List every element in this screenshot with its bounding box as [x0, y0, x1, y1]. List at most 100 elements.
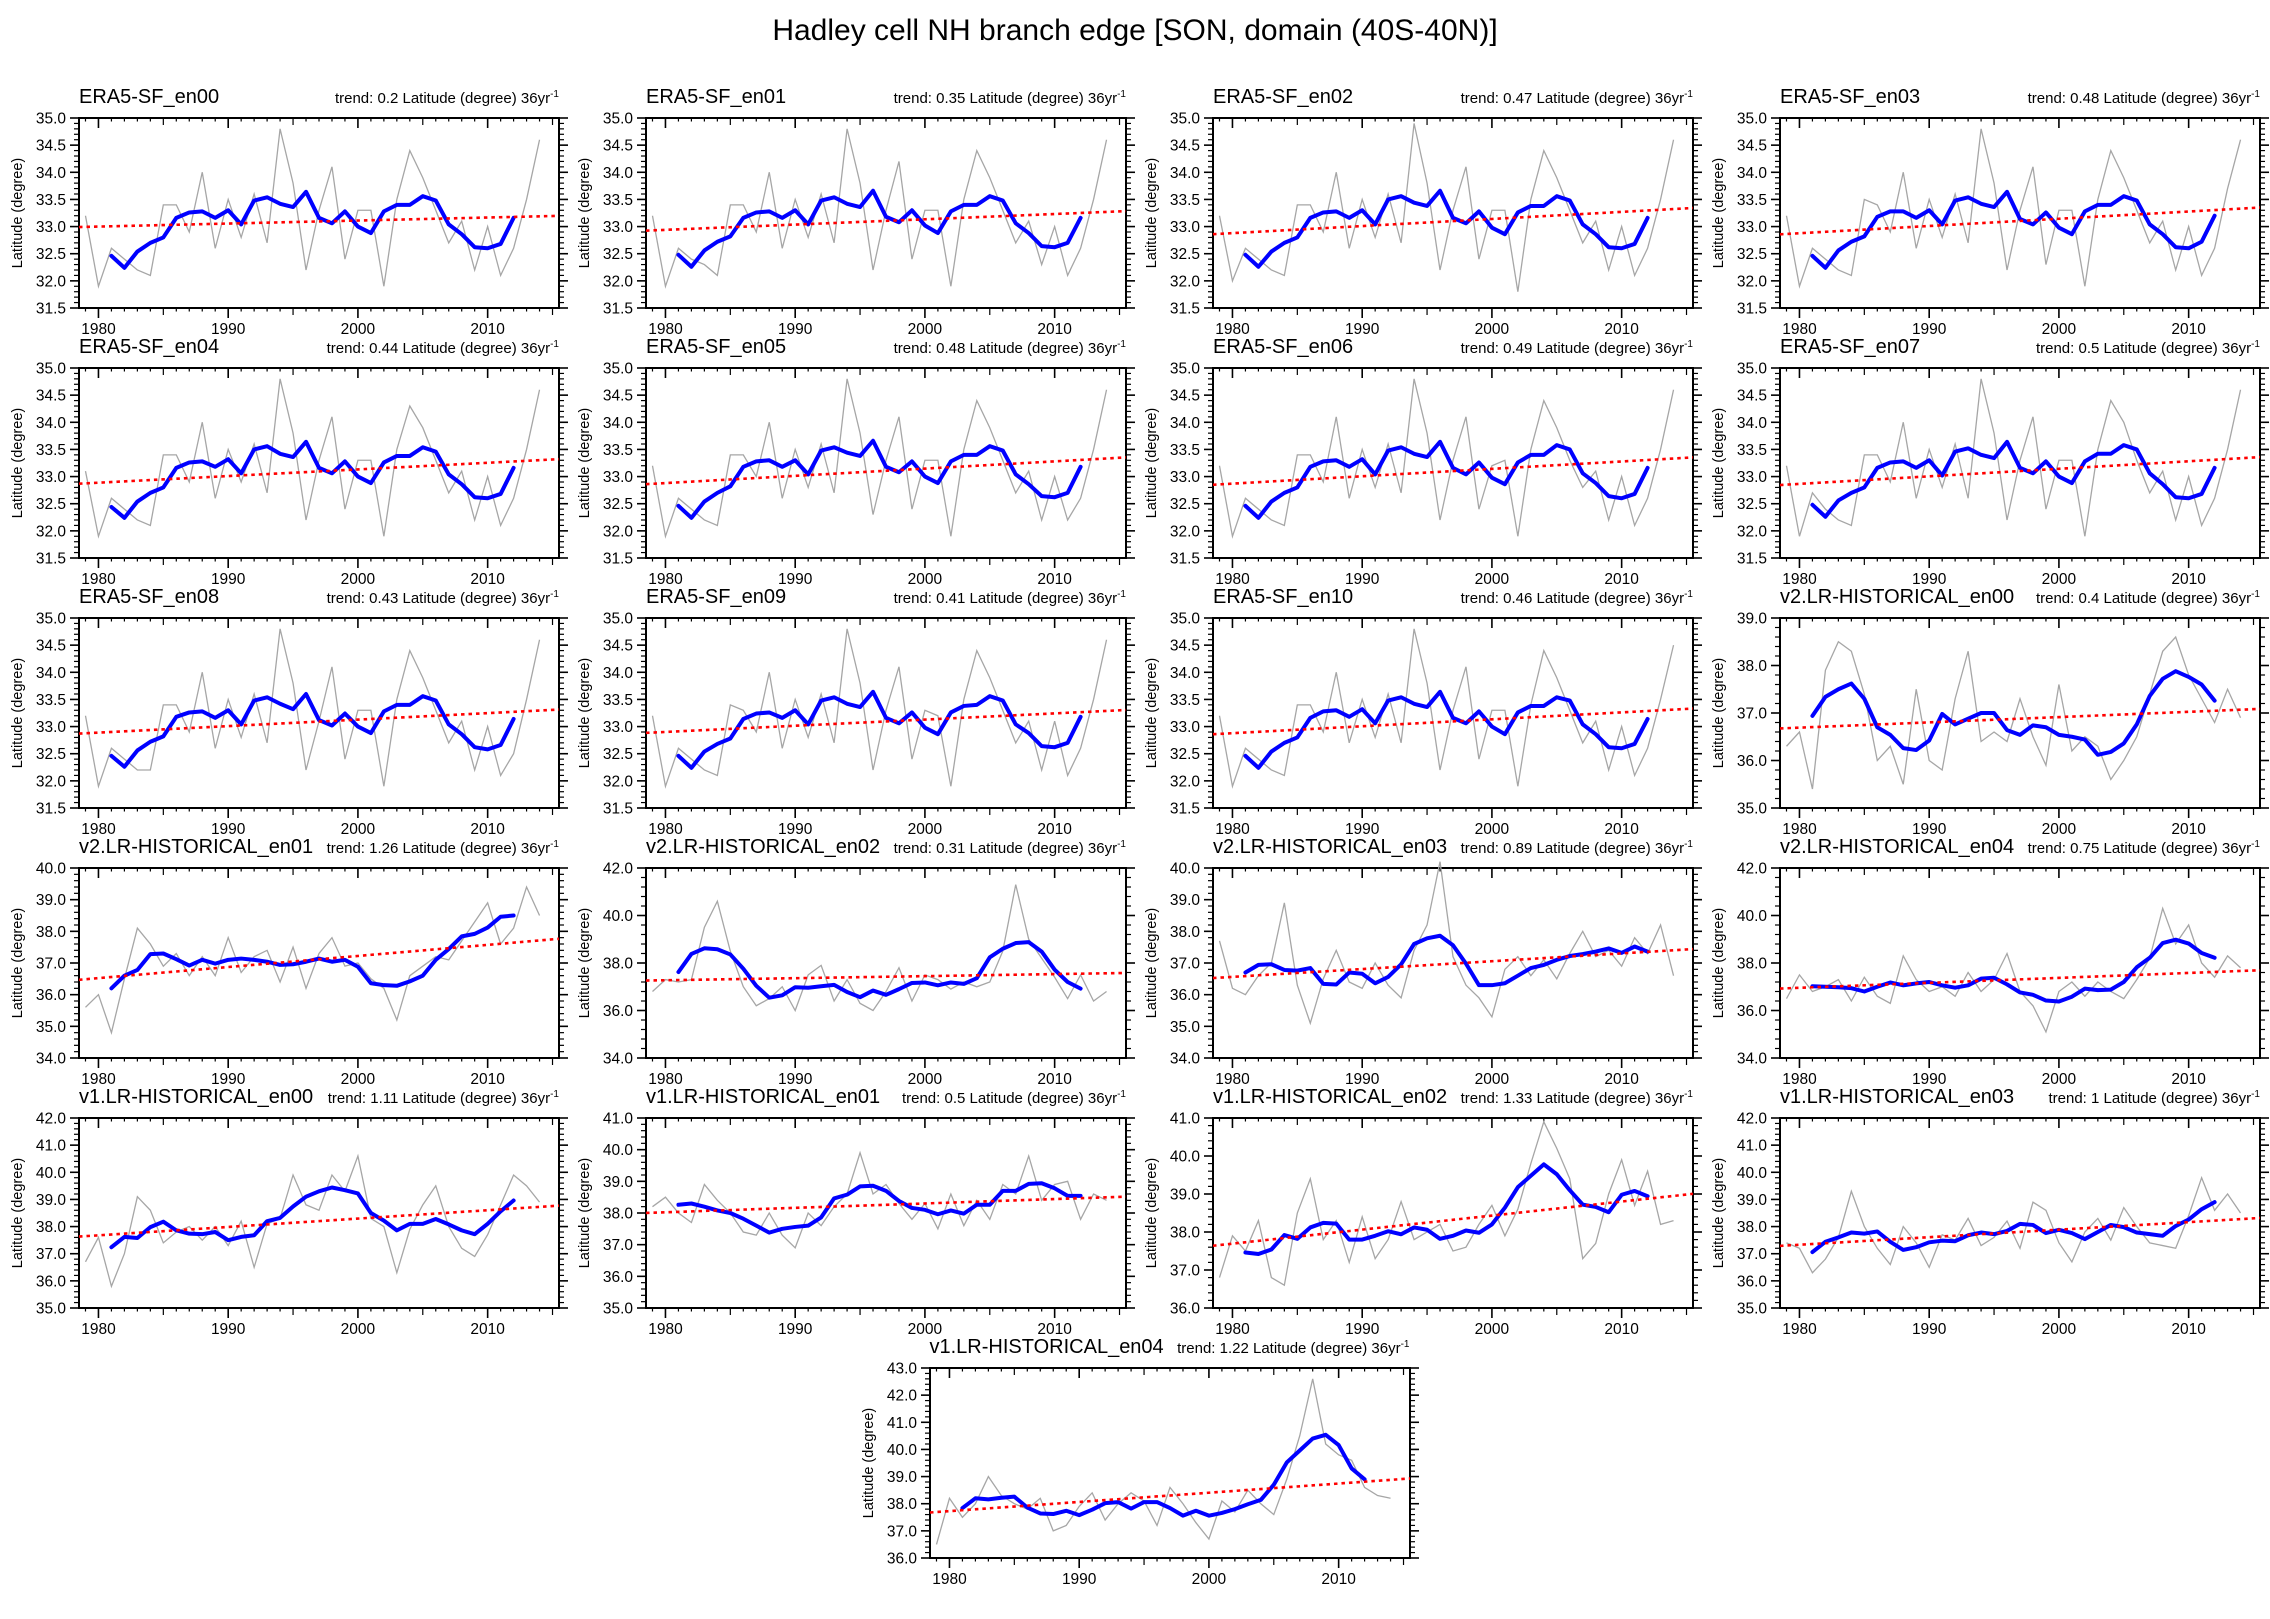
svg-text:2010: 2010: [2171, 571, 2206, 584]
svg-text:2010: 2010: [1321, 1571, 1356, 1584]
svg-text:36.0: 36.0: [1170, 987, 1201, 1004]
figure: Hadley cell NH branch edge [SON, domain …: [0, 14, 2270, 1584]
svg-text:1980: 1980: [1782, 1071, 1817, 1084]
panel-title: v1.LR-HISTORICAL_en02: [1213, 1086, 1448, 1108]
chart-panel: v2.LR-HISTORICAL_en04 trend: 0.75 Latitu…: [1702, 834, 2269, 1084]
panel-header: ERA5-SF_en04 trend: 0.44 Latitude (degre…: [79, 336, 559, 359]
svg-text:36.0: 36.0: [36, 987, 67, 1004]
svg-text:33.5: 33.5: [36, 692, 66, 709]
svg-text:2000: 2000: [2042, 1321, 2077, 1334]
svg-text:1990: 1990: [1345, 321, 1380, 334]
svg-text:1990: 1990: [1345, 821, 1380, 834]
svg-text:2010: 2010: [1037, 571, 1072, 584]
svg-text:37.0: 37.0: [1737, 706, 1768, 723]
svg-text:34.0: 34.0: [603, 165, 634, 182]
svg-text:39.0: 39.0: [1170, 1187, 1201, 1204]
svg-text:38.0: 38.0: [603, 1206, 634, 1223]
annual-series-line: [84, 128, 541, 289]
panel-trend-label: trend: 1.26 Latitude (degree) 36yr-1: [327, 839, 559, 857]
panel-trend-label: trend: 0.75 Latitude (degree) 36yr-1: [2028, 839, 2260, 857]
svg-text:31.5: 31.5: [36, 551, 66, 568]
svg-text:31.5: 31.5: [1170, 301, 1200, 318]
svg-text:1990: 1990: [1912, 571, 1947, 584]
plot-area: 36.0 37.0 38.0 39.0 40.0 41.0 42.0 43.0 1980 1990…: [886, 1361, 1419, 1584]
plot-area: 31.5 32.0 32.5 33.0 33.5 34.0 34.5 35.0 1980 1990…: [1737, 361, 2269, 584]
panel-row: v2.LR-HISTORICAL_en01 trend: 1.26 Latitu…: [1, 834, 2269, 1084]
panel-title: v2.LR-HISTORICAL_en02: [646, 836, 881, 858]
svg-text:2000: 2000: [908, 571, 943, 584]
smoothed-series-line: [1810, 189, 2217, 270]
svg-text:35.0: 35.0: [1737, 111, 1768, 128]
plot-box: [1212, 867, 1694, 1059]
panel-header: v2.LR-HISTORICAL_en02 trend: 0.31 Latitu…: [646, 836, 1126, 859]
plot-box: [1212, 1117, 1694, 1309]
chart-panel: v1.LR-HISTORICAL_en00 trend: 1.11 Latitu…: [1, 1084, 568, 1334]
trend-line: [1779, 707, 2261, 730]
chart-panel: v1.LR-HISTORICAL_en01 trend: 0.5 Latitud…: [568, 1084, 1135, 1334]
svg-text:1980: 1980: [648, 821, 683, 834]
panel-row: ERA5-SF_en00 trend: 0.2 Latitude (degree…: [1, 84, 2269, 334]
svg-text:2000: 2000: [2042, 321, 2077, 334]
plot-box: [1779, 117, 2261, 309]
svg-text:42.0: 42.0: [886, 1388, 917, 1405]
panel-header: v1.LR-HISTORICAL_en01 trend: 0.5 Latitud…: [646, 1086, 1126, 1109]
plot-box: [1779, 617, 2261, 809]
svg-text:2000: 2000: [341, 321, 376, 334]
panel-trend-label: trend: 1.22 Latitude (degree) 36yr-1: [1177, 1339, 1409, 1357]
trend-text: trend: 0.75 Latitude (degree) 36yr: [2027, 840, 2252, 857]
chart-panel: v1.LR-HISTORICAL_en02 trend: 1.33 Latitu…: [1135, 1084, 1702, 1334]
trend-exponent: -1: [2251, 839, 2260, 850]
svg-text:38.0: 38.0: [886, 1496, 917, 1513]
svg-text:36.0: 36.0: [1737, 1273, 1768, 1290]
svg-text:1980: 1980: [1782, 1321, 1817, 1334]
svg-text:39.0: 39.0: [603, 1174, 634, 1191]
svg-text:39.0: 39.0: [1737, 611, 1768, 628]
svg-text:2000: 2000: [908, 821, 943, 834]
smoothed-series-line: [109, 189, 516, 270]
svg-text:34.5: 34.5: [1170, 138, 1200, 155]
trend-line: [645, 456, 1127, 486]
trend-line: [1212, 707, 1694, 736]
panel-title: ERA5-SF_en01: [646, 86, 787, 108]
svg-text:32.5: 32.5: [36, 746, 66, 763]
axis-tick-labels: 34.0 36.0 38.0 40.0 42.0 1980 1990 2000 2010: [603, 861, 1072, 1085]
panel-title: ERA5-SF_en04: [79, 336, 220, 358]
panel-trend-label: trend: 1.33 Latitude (degree) 36yr-1: [1461, 1089, 1693, 1107]
svg-text:32.5: 32.5: [1170, 496, 1200, 513]
trend-line: [1779, 1216, 2261, 1248]
trend-exponent: -1: [1684, 589, 1693, 600]
panel-trend-label: trend: 0.2 Latitude (degree) 36yr-1: [335, 89, 559, 107]
svg-text:32.5: 32.5: [1170, 746, 1200, 763]
svg-text:39.0: 39.0: [36, 892, 67, 909]
svg-text:1980: 1980: [648, 571, 683, 584]
plot-area: 31.5 32.0 32.5 33.0 33.5 34.0 34.5 35.0 1980 1990…: [603, 361, 1135, 584]
svg-text:36.0: 36.0: [1737, 1003, 1768, 1020]
trend-exponent: -1: [550, 89, 559, 100]
plot-box: [928, 1367, 1411, 1559]
panel-header: v1.LR-HISTORICAL_en02 trend: 1.33 Latitu…: [1213, 1086, 1693, 1109]
axis-tick-labels: 31.5 32.0 32.5 33.0 33.5 34.0 34.5 35.0 1980 1990…: [1170, 111, 1639, 335]
svg-text:2010: 2010: [1604, 1071, 1639, 1084]
svg-text:1980: 1980: [1215, 571, 1250, 584]
panel-trend-label: trend: 1 Latitude (degree) 36yr-1: [2048, 1089, 2260, 1107]
svg-text:38.0: 38.0: [603, 956, 634, 973]
panel-header: v2.LR-HISTORICAL_en00 trend: 0.4 Latitud…: [1780, 586, 2260, 609]
panel-trend-label: trend: 0.49 Latitude (degree) 36yr-1: [1461, 339, 1693, 357]
plot-box: [78, 867, 560, 1059]
trend-text: trend: 0.48 Latitude (degree) 36yr: [893, 340, 1118, 357]
annual-series-line: [1785, 906, 2241, 1034]
svg-text:34.0: 34.0: [1737, 165, 1768, 182]
svg-text:2000: 2000: [1475, 1321, 1510, 1334]
svg-text:33.0: 33.0: [603, 469, 634, 486]
trend-exponent: -1: [2251, 339, 2260, 350]
plot-box: [1779, 367, 2261, 559]
svg-text:31.5: 31.5: [1170, 551, 1200, 568]
panel-title: ERA5-SF_en08: [79, 586, 220, 608]
svg-text:34.0: 34.0: [1737, 415, 1768, 432]
svg-text:33.5: 33.5: [36, 192, 66, 209]
trend-line: [78, 708, 560, 735]
svg-text:42.0: 42.0: [603, 861, 634, 878]
svg-text:42.0: 42.0: [1737, 1111, 1768, 1128]
svg-text:35.0: 35.0: [603, 361, 634, 378]
chart-panel: v2.LR-HISTORICAL_en02 trend: 0.31 Latitu…: [568, 834, 1135, 1084]
